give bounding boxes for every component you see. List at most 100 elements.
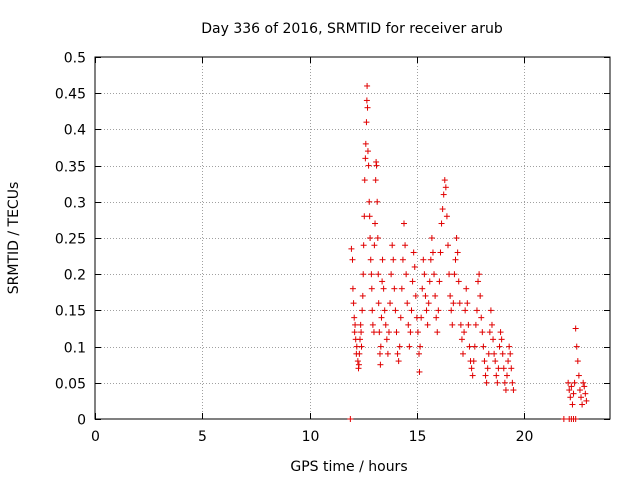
data-point — [442, 184, 449, 191]
data-point — [359, 307, 366, 314]
data-point — [360, 271, 367, 278]
y-tick-label: 0.3 — [64, 196, 86, 212]
data-point — [507, 350, 514, 357]
data-point — [465, 321, 472, 328]
data-point — [366, 213, 373, 220]
data-point — [370, 329, 377, 336]
data-point — [443, 213, 450, 220]
data-point — [390, 256, 397, 263]
data-point — [383, 336, 390, 343]
y-axis-label: SRMTID / TECUs — [6, 182, 22, 295]
data-point — [374, 235, 381, 241]
data-point — [473, 307, 480, 314]
data-point — [397, 314, 404, 321]
data-point — [437, 249, 444, 256]
data-point — [472, 321, 479, 328]
data-point — [398, 285, 405, 292]
data-point — [478, 314, 485, 321]
data-point — [506, 343, 513, 350]
data-point — [560, 416, 567, 422]
data-point — [482, 372, 489, 379]
data-point — [379, 278, 386, 285]
data-point — [420, 256, 427, 263]
data-point — [495, 365, 502, 372]
data-point — [481, 358, 488, 365]
data-point — [372, 220, 379, 227]
y-tick-label: 0.25 — [55, 232, 86, 248]
data-point — [428, 235, 435, 241]
data-point — [348, 245, 355, 252]
data-point — [490, 336, 497, 343]
data-point — [349, 285, 356, 292]
data-point — [441, 177, 448, 184]
data-point — [470, 358, 477, 365]
data-point — [436, 278, 443, 285]
data-point — [475, 278, 482, 285]
data-point — [357, 321, 364, 328]
data-point — [371, 242, 378, 249]
data-point — [404, 300, 411, 307]
data-point — [581, 383, 588, 390]
data-point — [576, 387, 583, 394]
y-tick-label: 0.2 — [64, 268, 86, 284]
data-point — [391, 285, 398, 292]
data-point — [361, 213, 368, 220]
data-point — [460, 350, 467, 357]
data-point — [573, 343, 580, 350]
data-point — [368, 285, 375, 292]
data-point — [360, 242, 367, 249]
data-point — [402, 242, 409, 249]
data-point — [439, 206, 446, 213]
data-point — [352, 321, 359, 328]
data-point — [444, 242, 451, 249]
data-point — [504, 372, 510, 379]
data-point — [421, 271, 428, 278]
data-point — [575, 372, 582, 379]
data-point — [401, 220, 407, 227]
y-tick-label: 0.45 — [55, 87, 86, 103]
data-point — [384, 350, 391, 357]
data-point — [429, 249, 436, 256]
data-point — [359, 292, 366, 299]
data-point — [350, 300, 357, 307]
data-point — [358, 329, 365, 336]
data-point — [364, 148, 371, 155]
data-point — [450, 300, 457, 307]
data-point — [394, 350, 401, 357]
data-point — [361, 177, 368, 184]
data-point — [455, 278, 462, 285]
axis-ticks: 0 0.05 0.1 0.15 0.2 0.25 0.3 0.35 0.4 0.45 0.5 0 5 10… — [55, 51, 610, 445]
data-point — [434, 329, 441, 336]
data-point — [454, 249, 461, 256]
data-point — [570, 390, 577, 397]
data-point — [364, 82, 371, 89]
data-point — [347, 416, 354, 422]
data-point — [508, 365, 515, 372]
plot-frame — [94, 56, 611, 420]
data-point — [389, 242, 396, 249]
data-point — [364, 104, 371, 111]
data-point — [496, 343, 503, 350]
data-point — [480, 343, 487, 350]
data-point — [373, 162, 380, 169]
data-point — [382, 321, 389, 328]
data-point — [377, 343, 384, 350]
data-point — [471, 343, 478, 350]
y-tick-label: 0.05 — [55, 377, 86, 393]
data-point — [476, 271, 483, 278]
data-point — [567, 394, 574, 401]
data-point — [574, 358, 581, 365]
data-point — [422, 292, 429, 299]
y-tick-label: 0.35 — [55, 160, 86, 176]
data-point — [580, 379, 587, 386]
data-point — [509, 379, 516, 386]
data-point — [388, 271, 395, 278]
data-point — [376, 329, 383, 336]
data-point — [403, 271, 410, 278]
data-point — [392, 307, 399, 314]
data-point — [469, 372, 476, 379]
x-tick-label: 5 — [198, 429, 207, 445]
data-point — [385, 329, 392, 336]
data-point — [510, 387, 517, 394]
data-point — [356, 350, 363, 357]
